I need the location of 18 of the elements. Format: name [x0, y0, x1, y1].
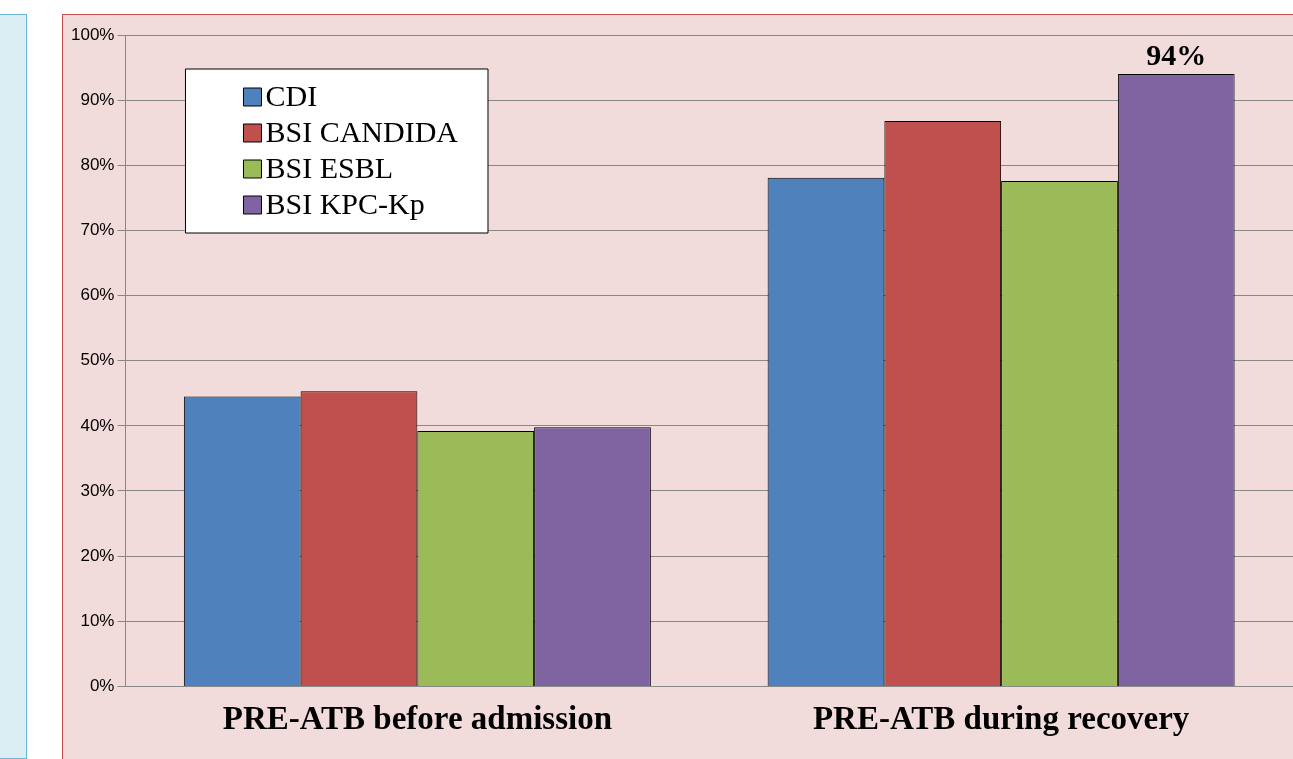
y-tick-label: 100% [71, 24, 115, 44]
y-tick-label: 80% [80, 154, 115, 174]
legend-label: BSI CANDIDA [265, 114, 459, 148]
legend-label: BSI KPC-Kp [265, 186, 425, 220]
legend-label: BSI ESBL [265, 150, 394, 184]
x-tick-label: PRE-ATB before admission [222, 699, 613, 736]
y-tick-label: 0% [89, 676, 115, 696]
y-tick-label: 20% [80, 545, 115, 565]
y-tick-label: 90% [80, 89, 115, 109]
legend-label: CDI [265, 78, 318, 112]
y-tick-label: 30% [80, 480, 115, 500]
y-tick-label: 40% [80, 415, 115, 435]
x-tick-label: PRE-ATB during recovery [812, 699, 1190, 736]
y-tick-label: 70% [80, 220, 115, 240]
y-tick-label: 60% [80, 285, 115, 305]
y-tick-label: 10% [80, 610, 115, 630]
y-tick-label: 50% [80, 350, 115, 370]
data-label: 94% [1146, 37, 1207, 71]
